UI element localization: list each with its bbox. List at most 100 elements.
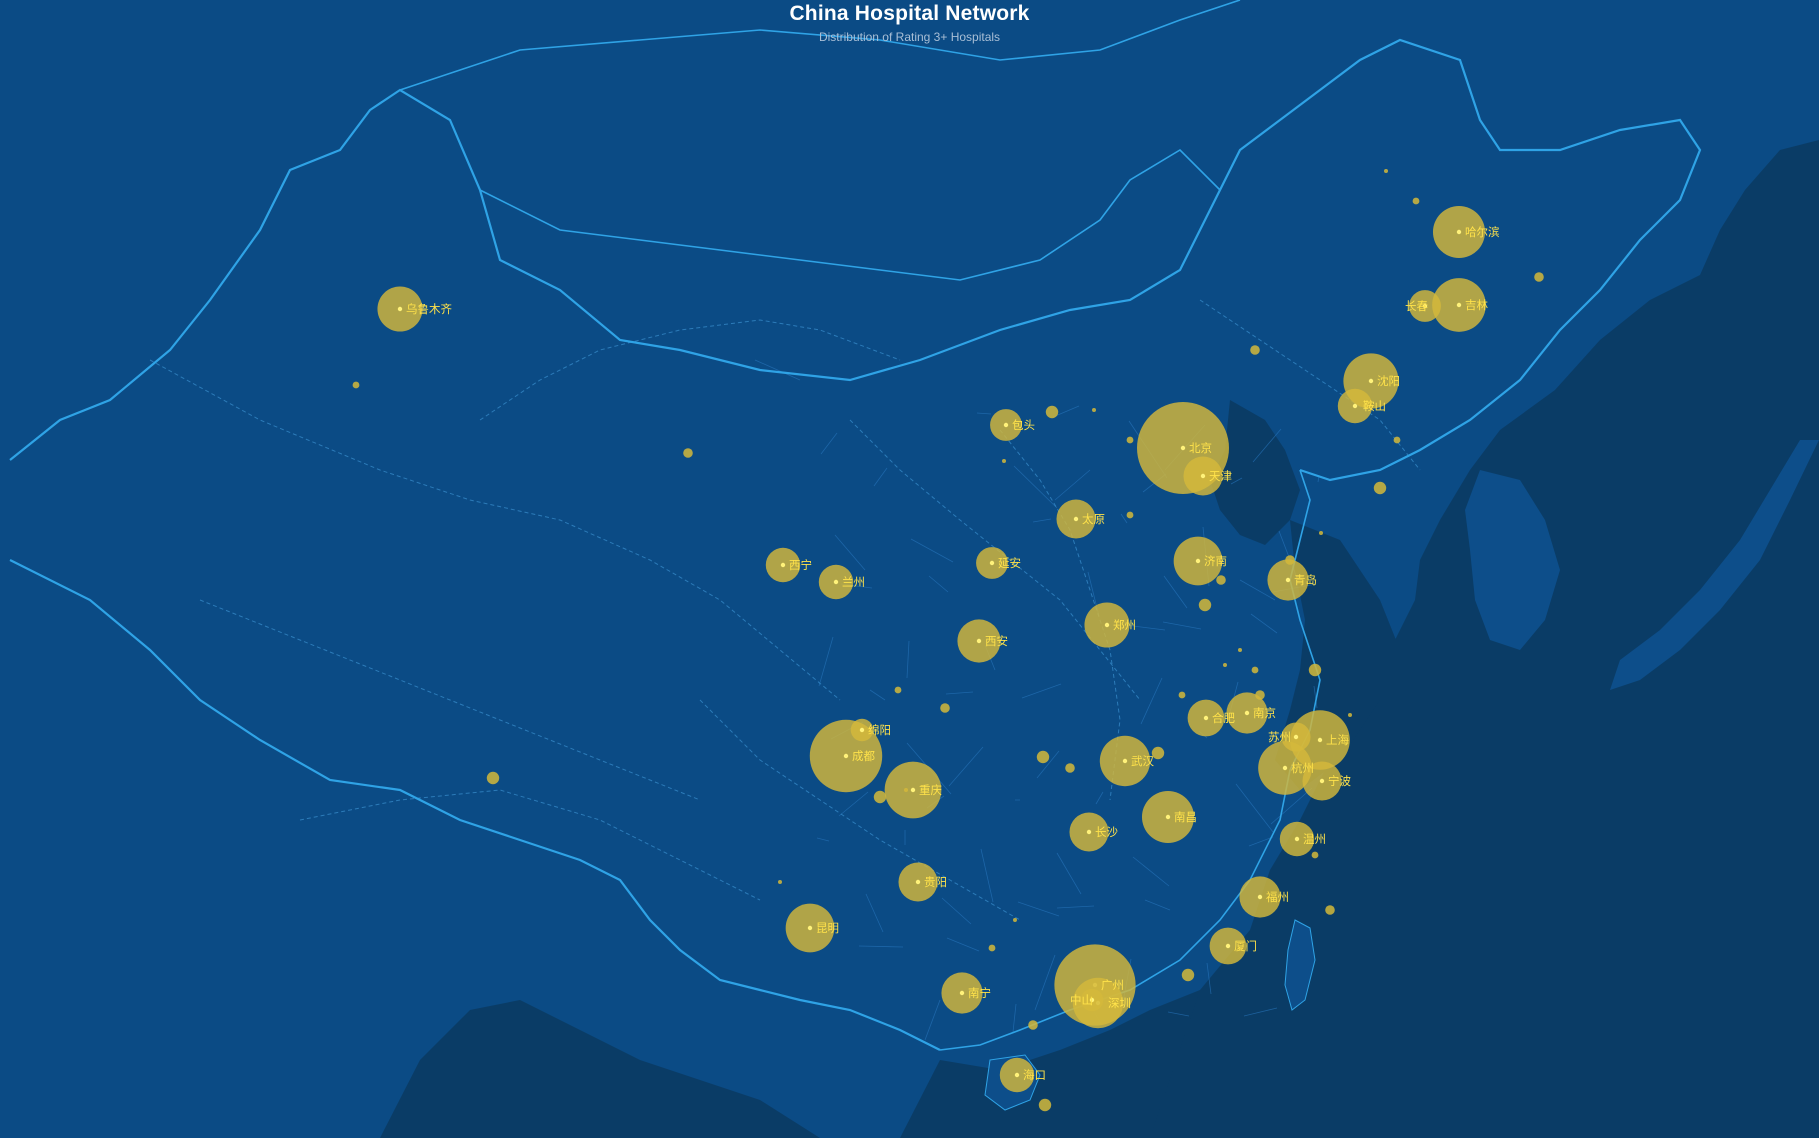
- city-center-dot: [915, 879, 921, 885]
- city-dot: [1198, 598, 1212, 612]
- city-label: 西宁: [789, 558, 812, 572]
- city-dot: [1126, 436, 1134, 444]
- city-center-dot: [1456, 229, 1462, 235]
- city-center-dot: [1073, 516, 1079, 522]
- city-label: 乌鲁木齐: [406, 302, 452, 316]
- korea-peninsula: [1465, 470, 1560, 650]
- city-label: 海口: [1023, 1068, 1046, 1082]
- city-dot: [1013, 918, 1017, 922]
- city-dot: [873, 790, 887, 804]
- city-label: 贵阳: [924, 875, 947, 889]
- city-label: 太原: [1082, 512, 1105, 526]
- city-dot: [1238, 648, 1242, 652]
- city-label: 兰州: [842, 575, 865, 589]
- city-dot: [1216, 575, 1226, 585]
- city-center-dot: [1104, 622, 1110, 628]
- city-dot: [1325, 905, 1335, 915]
- city-label: 上海: [1326, 733, 1349, 747]
- city-label: 济南: [1204, 554, 1227, 568]
- city-dot: [352, 381, 360, 389]
- city-center-dot: [1422, 303, 1428, 309]
- city-dot: [1045, 405, 1059, 419]
- city-label: 武汉: [1131, 754, 1154, 768]
- city-dot: [1251, 666, 1259, 674]
- city-label: 福州: [1266, 890, 1289, 904]
- city-dot: [1002, 459, 1006, 463]
- city-dot: [1151, 746, 1165, 760]
- city-center-dot: [1165, 814, 1171, 820]
- city-center-dot: [1294, 836, 1300, 842]
- city-dot: [1534, 272, 1544, 282]
- city-dot: [1028, 1020, 1038, 1030]
- city-center-dot: [959, 990, 965, 996]
- city-center-dot: [1200, 473, 1206, 479]
- city-label: 成都: [852, 749, 875, 763]
- city-center-dot: [1257, 894, 1263, 900]
- city-dot: [1308, 663, 1322, 677]
- city-dot: [1126, 511, 1134, 519]
- city-center-dot: [1456, 302, 1462, 308]
- city-dot: [1036, 750, 1050, 764]
- city-center-dot: [989, 560, 995, 566]
- map-subtitle: Distribution of Rating 3+ Hospitals: [818, 30, 1001, 44]
- city-center-dot: [397, 306, 403, 312]
- city-dot: [683, 448, 693, 458]
- city-dot: [894, 686, 902, 694]
- city-center-dot: [1180, 445, 1186, 451]
- city-center-dot: [1014, 1072, 1020, 1078]
- city-label: 深圳: [1108, 996, 1131, 1010]
- city-label: 昆明: [816, 921, 839, 935]
- city-dot: [1038, 1098, 1052, 1112]
- city-center-dot: [1352, 403, 1358, 409]
- city-center-dot: [807, 925, 813, 931]
- city-label: 青岛: [1294, 573, 1317, 587]
- city-label: 郑州: [1113, 618, 1136, 632]
- city-center-dot: [1225, 943, 1231, 949]
- city-dot: [1373, 481, 1387, 495]
- city-dot: [486, 771, 500, 785]
- city-label: 杭州: [1291, 761, 1314, 775]
- city-center-dot: [1317, 737, 1323, 743]
- city-label: 包头: [1012, 418, 1035, 432]
- city-label: 天津: [1209, 469, 1232, 483]
- city-dot: [1348, 713, 1352, 717]
- city-center-dot: [1086, 829, 1092, 835]
- city-dot: [940, 703, 950, 713]
- city-label: 北京: [1189, 441, 1212, 455]
- city-center-dot: [1293, 734, 1299, 740]
- city-center-dot: [1368, 378, 1374, 384]
- mongolia-south-border: [479, 148, 1221, 281]
- map-title: China Hospital Network: [789, 2, 1030, 25]
- city-label: 延安: [998, 556, 1021, 570]
- southwest-border: [9, 559, 941, 1051]
- city-label: 南宁: [968, 986, 991, 1000]
- city-label: 沈阳: [1377, 374, 1400, 388]
- national-border: [9, 38, 1702, 482]
- japan-islands: [1610, 440, 1819, 690]
- city-center-dot: [1195, 558, 1201, 564]
- city-label: 绵阳: [868, 723, 891, 737]
- bohai-sea: [1210, 400, 1300, 545]
- city-label: 厦门: [1234, 939, 1257, 953]
- city-center-dot: [843, 753, 849, 759]
- city-label: 鞍山: [1363, 399, 1386, 413]
- city-center-dot: [1319, 778, 1325, 784]
- city-dot: [988, 944, 996, 952]
- province-borders: [149, 299, 1421, 921]
- city-center-dot: [1203, 715, 1209, 721]
- city-center-dot: [833, 579, 839, 585]
- mongolia-border: [399, 0, 1241, 91]
- city-center-dot: [1089, 997, 1095, 1003]
- south-china-sea: [900, 990, 1200, 1138]
- city-dot: [1393, 436, 1401, 444]
- city-label: 合肥: [1212, 711, 1235, 725]
- city-label: 重庆: [919, 783, 942, 797]
- city-dot: [1181, 968, 1195, 982]
- city-dot: [1311, 851, 1319, 859]
- city-center-dot: [1282, 765, 1288, 771]
- city-center-dot: [976, 638, 982, 644]
- city-label: 温州: [1303, 832, 1326, 846]
- city-label: 南昌: [1174, 810, 1197, 824]
